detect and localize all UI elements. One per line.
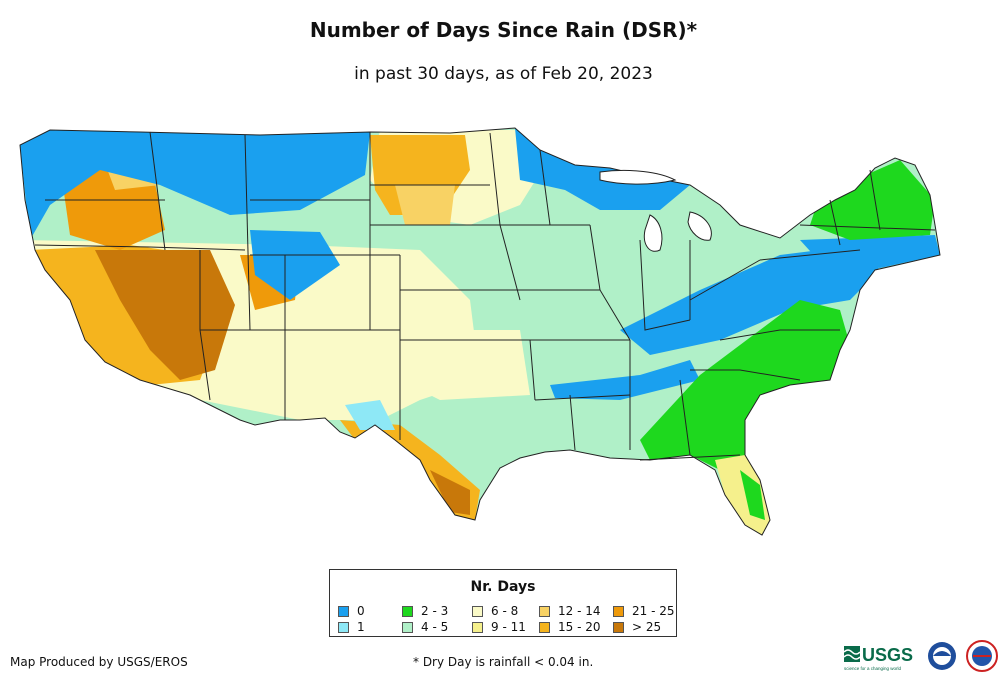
lake-superior: [599, 169, 677, 185]
region-2-3-southeast: [640, 300, 850, 470]
legend-swatch: [613, 621, 624, 633]
legend-label: 2 - 3: [421, 604, 449, 618]
region-0-tennessee: [550, 360, 700, 400]
lake-huron: [687, 211, 712, 241]
region-0-new-england-south: [800, 235, 940, 268]
legend-label: > 25: [632, 620, 662, 634]
usgs-tagline: science for a changing world: [844, 666, 902, 671]
legend: Nr. Days 0 1 2 - 3 4 - 5 6 - 8 9 - 11 12 - 14 1…: [329, 569, 677, 637]
us-map: [19, 127, 941, 536]
legend-item: 12 - 14: [539, 604, 601, 618]
legend-item: 15 - 20: [539, 620, 601, 634]
legend-label: 12 - 14: [558, 604, 601, 618]
legend-swatch: [402, 621, 413, 633]
region-0-ohio-valley: [620, 245, 880, 355]
region-0-minnesota-wisconsin: [515, 128, 690, 210]
region-0-northwest: [20, 130, 370, 240]
legend-swatch: [539, 621, 550, 633]
region-9-11-florida: [715, 455, 770, 535]
map-subtitle: in past 30 days, as of Feb 20, 2023: [354, 64, 653, 84]
dry-day-note: * Dry Day is rainfall < 0.04 in.: [413, 655, 594, 669]
region-0-colorado: [250, 230, 340, 300]
state-borders: [19, 127, 941, 536]
usgs-logo-text: USGS: [862, 645, 913, 665]
legend-swatch: [472, 605, 483, 617]
legend-swatch: [613, 605, 624, 617]
legend-item: 0: [338, 604, 365, 618]
noaa-logo: [928, 642, 956, 670]
agency-logos: USGS science for a changing world: [843, 640, 998, 672]
legend-label: 21 - 25: [632, 604, 675, 618]
region-gt25-south-texas: [430, 470, 470, 515]
legend-label: 6 - 8: [491, 604, 519, 618]
legend-swatch: [402, 605, 413, 617]
lake-michigan: [643, 214, 663, 252]
legend-item: 6 - 8: [472, 604, 518, 618]
legend-label: 15 - 20: [558, 620, 601, 634]
legend-swatch: [338, 605, 349, 617]
legend-item: 2 - 3: [402, 604, 448, 618]
region-1-new-mexico: [345, 400, 395, 430]
legend-item: > 25: [613, 620, 661, 634]
legend-label: 1: [357, 620, 365, 634]
legend-title: Nr. Days: [470, 579, 536, 595]
region-12-14-nebraska: [395, 185, 455, 225]
legend-label: 0: [357, 604, 365, 618]
credit-text: Map Produced by USGS/EROS: [10, 655, 188, 669]
region-2-3-florida: [740, 470, 765, 520]
usgs-logo: USGS science for a changing world: [843, 645, 913, 671]
legend-label: 9 - 11: [491, 620, 526, 634]
legend-swatch: [539, 605, 550, 617]
legend-item: 1: [338, 620, 365, 634]
region-2-3-new-england: [810, 160, 935, 240]
legend-item: 4 - 5: [402, 620, 448, 634]
region-6-8-oklahoma: [400, 330, 530, 400]
dsr-regions: [20, 128, 940, 535]
map-title: Number of Days Since Rain (DSR)*: [309, 18, 698, 42]
legend-swatch: [338, 621, 349, 633]
legend-item: 9 - 11: [472, 620, 526, 634]
legend-item: 21 - 25: [613, 604, 675, 618]
legend-swatch: [472, 621, 483, 633]
legend-label: 4 - 5: [421, 620, 449, 634]
nws-logo: [966, 640, 998, 672]
